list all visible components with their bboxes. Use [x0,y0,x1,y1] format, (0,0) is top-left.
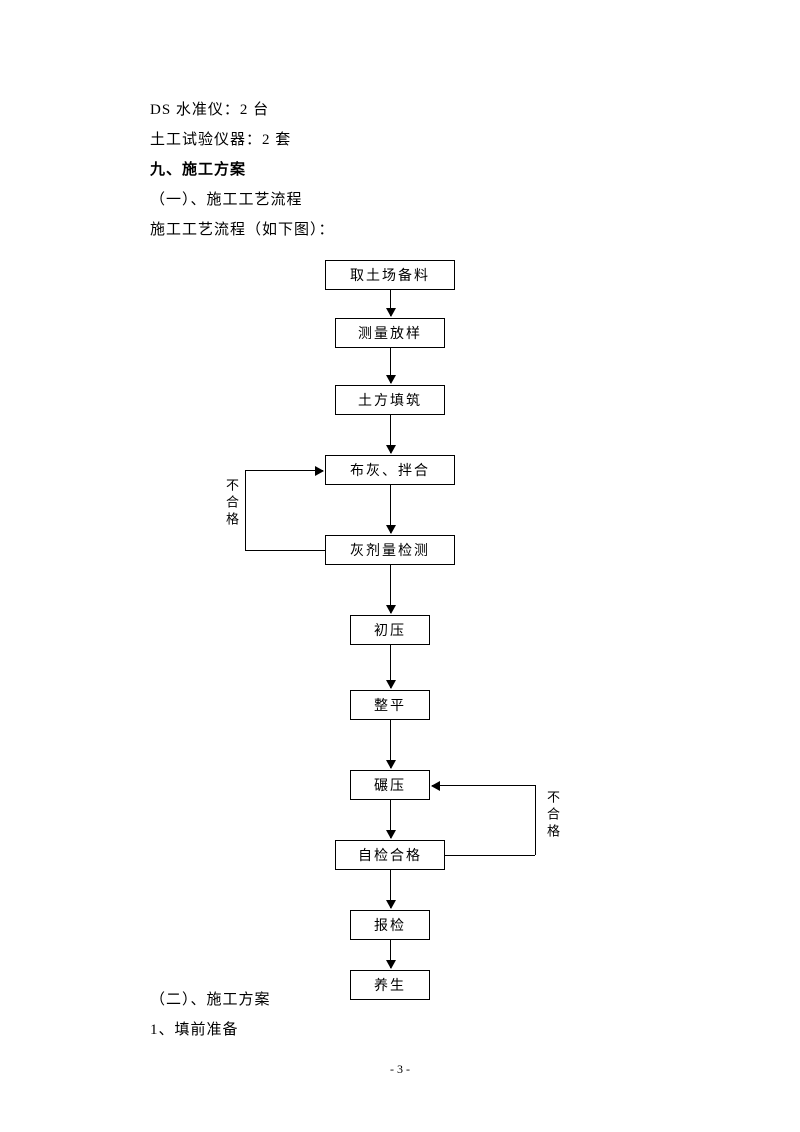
loop-arrow [245,470,323,471]
loop-line [245,550,325,551]
arrow [390,645,391,688]
loop-line [535,785,536,855]
node-10: 报检 [350,910,430,940]
arrow [390,415,391,453]
node-9: 自检合格 [335,840,445,870]
node-2: 测量放样 [335,318,445,348]
loop-arrow [432,785,535,786]
text-line-2: 土工试验仪器：2 套 [150,125,650,155]
node-1: 取土场备料 [325,260,455,290]
arrow [390,485,391,533]
node-3: 土方填筑 [335,385,445,415]
loop-line [445,855,535,856]
arrow [390,870,391,908]
arrow [390,565,391,613]
arrow [390,348,391,383]
arrow [390,720,391,768]
arrow [390,800,391,838]
loop-line [245,470,246,550]
flowchart: 取土场备料 测量放样 土方填筑 布灰、拌合 灰剂量检测 初压 整平 碾压 自检合… [150,260,650,980]
node-6: 初压 [350,615,430,645]
loop-label-left: 不合格 [222,478,241,529]
arrow [390,290,391,316]
node-8: 碾压 [350,770,430,800]
subsection-1: （一）、施工工艺流程 [150,185,650,215]
node-5: 灰剂量检测 [325,535,455,565]
loop-label-right: 不合格 [543,790,562,841]
subsection-4: 1、填前准备 [150,1015,650,1045]
node-4: 布灰、拌合 [325,455,455,485]
text-line-1: DS 水准仪：2 台 [150,95,650,125]
node-11: 养生 [350,970,430,1000]
node-7: 整平 [350,690,430,720]
arrow [390,940,391,968]
page-number: - 3 - [0,1062,800,1077]
subsection-2: 施工工艺流程（如下图）： [150,215,650,245]
section-title: 九、施工方案 [150,155,650,185]
